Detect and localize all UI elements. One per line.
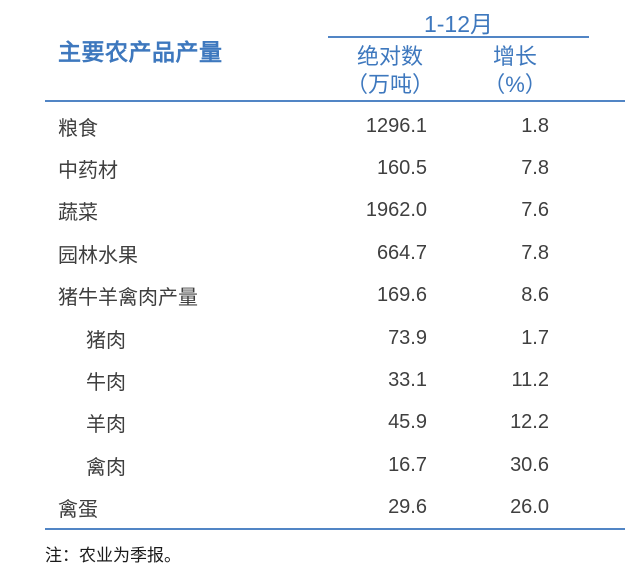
row-growth-value: 11.2 — [511, 369, 549, 392]
row-absolute-value: 16.7 — [388, 453, 427, 476]
row-growth-value: 7.8 — [521, 241, 549, 264]
row-growth-value: 1.7 — [521, 326, 549, 349]
row-growth-value: 26.0 — [510, 496, 549, 519]
table-row: 牛肉 33.1 11.2 — [0, 359, 627, 401]
row-growth-value: 8.6 — [521, 284, 549, 307]
row-growth-value: 1.8 — [521, 114, 549, 137]
column-header-growth-unit: （%） — [483, 72, 547, 97]
column-header-absolute-unit: （万吨） — [345, 72, 434, 97]
column-header-growth-line1: 增长 — [492, 44, 537, 69]
row-label: 牛肉 — [86, 372, 126, 395]
table-row: 中药材 160.5 7.8 — [0, 147, 627, 189]
row-absolute-value: 160.5 — [376, 157, 427, 180]
table-row: 蔬菜 1962.0 7.6 — [0, 190, 627, 232]
row-label: 猪肉 — [86, 329, 126, 352]
row-absolute-value: 73.9 — [388, 326, 427, 349]
row-absolute-value: 664.7 — [376, 241, 427, 264]
row-label: 中药材 — [58, 160, 118, 183]
period-underline-rule — [328, 36, 589, 38]
table-row: 猪牛羊禽肉产量 169.6 8.6 — [0, 275, 627, 317]
row-absolute-value: 1296.1 — [365, 114, 427, 137]
table-body: 粮食 1296.1 1.8 中药材 160.5 7.8 蔬菜 1962.0 7.… — [0, 105, 627, 529]
period-header: 1-12月 — [423, 11, 494, 37]
row-label: 粮食 — [58, 117, 98, 140]
row-label: 蔬菜 — [58, 202, 98, 225]
table-row: 园林水果 664.7 7.8 — [0, 232, 627, 274]
table-row: 粮食 1296.1 1.8 — [0, 105, 627, 147]
column-header-absolute: 绝对数 （万吨） — [325, 43, 455, 99]
table-row: 禽肉 16.7 30.6 — [0, 444, 627, 486]
row-absolute-value: 45.9 — [388, 411, 427, 434]
row-growth-value: 7.8 — [521, 157, 549, 180]
row-label: 羊肉 — [86, 414, 126, 437]
bottom-rule — [45, 528, 625, 530]
row-label: 猪牛羊禽肉产量 — [58, 287, 198, 310]
row-growth-value: 12.2 — [510, 411, 549, 434]
row-label: 园林水果 — [58, 244, 138, 267]
row-growth-value: 30.6 — [510, 453, 549, 476]
table-row: 猪肉 73.9 1.7 — [0, 317, 627, 359]
column-header-absolute-line1: 绝对数 — [356, 44, 423, 69]
header-separator-rule — [45, 100, 625, 102]
row-label: 禽肉 — [86, 456, 126, 479]
row-growth-value: 7.6 — [521, 199, 549, 222]
table-row: 禽蛋 29.6 26.0 — [0, 487, 627, 529]
footnote: 注：农业为季报。 — [45, 546, 181, 566]
column-header-growth: 增长 （%） — [450, 43, 580, 99]
table-title: 主要农产品产量 — [58, 39, 223, 65]
row-absolute-value: 169.6 — [376, 284, 427, 307]
table-row: 羊肉 45.9 12.2 — [0, 402, 627, 444]
row-absolute-value: 33.1 — [388, 369, 427, 392]
row-absolute-value: 1962.0 — [365, 199, 427, 222]
row-absolute-value: 29.6 — [388, 496, 427, 519]
row-label: 禽蛋 — [58, 499, 98, 522]
